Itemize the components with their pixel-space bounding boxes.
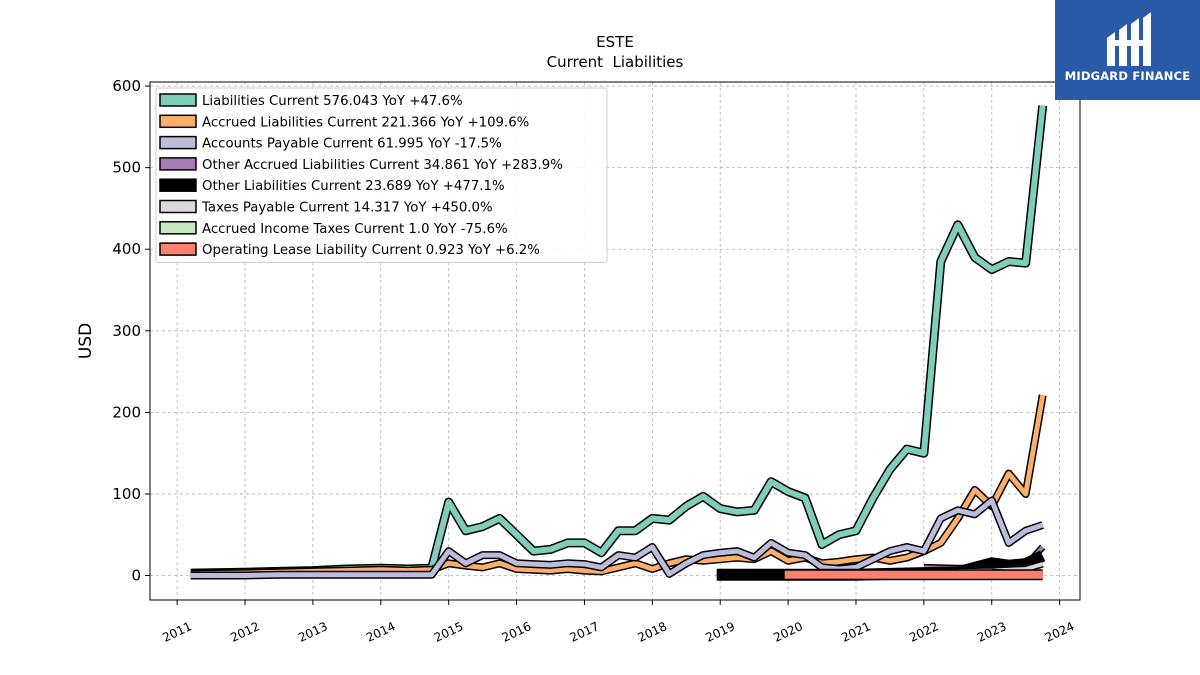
legend-label: Taxes Payable Current 14.317 YoY +450.0% [201, 201, 493, 216]
series-line [190, 498, 1044, 578]
x-tick-label: 2013 [296, 619, 330, 645]
x-tick-label: 2012 [228, 619, 262, 645]
y-tick-label: 0 [131, 567, 141, 585]
legend-swatch [159, 135, 197, 150]
legend-swatch [159, 178, 197, 192]
x-tick-label: 2023 [975, 619, 1009, 645]
x-tick-label: 2024 [1043, 619, 1077, 645]
x-tick-label: 2021 [839, 619, 873, 645]
legend-label: Other Accrued Liabilities Current 34.861… [202, 158, 563, 173]
logo-mark-icon [1107, 12, 1151, 66]
legend-label: Liabilities Current 576.043 YoY +47.6% [202, 94, 463, 109]
legend: Liabilities Current 576.043 YoY +47.6% Ac… [155, 87, 608, 263]
chart-title: ESTE [596, 33, 634, 51]
x-tick-label: 2022 [907, 619, 941, 645]
legend-swatch [159, 221, 197, 235]
legend-box [155, 87, 608, 263]
series-line [190, 105, 1046, 577]
legend-swatch [159, 93, 197, 107]
x-tick-label: 2014 [364, 619, 398, 645]
x-tick-label: 2019 [703, 619, 737, 645]
y-axis: 0 100 200 300 400 500 600 [112, 77, 150, 585]
legend-swatch [159, 114, 197, 129]
plot-frame [149, 81, 1081, 601]
brand-name: MIDGARD FINANCE [1064, 69, 1191, 83]
legend-label: Operating Lease Liability Current 0.923 … [202, 243, 540, 258]
x-tick-label: 2018 [636, 619, 670, 645]
x-tick-label: 2020 [771, 619, 805, 645]
series-0 [190, 105, 1048, 578]
x-tick-label: 2011 [160, 619, 194, 645]
x-tick-label: 2015 [432, 619, 466, 645]
y-tick-label: 400 [112, 240, 141, 258]
plot-area [190, 105, 1048, 581]
brand-logo: MIDGARD FINANCE [1055, 0, 1200, 100]
x-axis: 2011 2012 2013 2014 2015 2016 2017 2018 2019 2020… [160, 600, 1076, 645]
legend-label: Accrued Liabilities Current 221.366 YoY … [202, 115, 529, 130]
y-tick-label: 300 [112, 322, 141, 340]
series-2 [190, 496, 1044, 580]
x-tick-label: 2017 [568, 619, 602, 645]
x-tick-label: 2016 [500, 619, 534, 645]
legend-label: Other Liabilities Current 23.689 YoY +47… [202, 179, 505, 194]
chart-subtitle: Current Liabilities [547, 53, 684, 71]
y-tick-label: 200 [112, 403, 141, 421]
legend-label: Accounts Payable Current 61.995 YoY -17.… [202, 137, 502, 152]
legend-swatch [159, 242, 197, 256]
y-tick-label: 600 [112, 77, 141, 95]
legend-swatch [159, 199, 197, 214]
y-axis-label: USD [76, 323, 96, 359]
legend-label: Accrued Income Taxes Current 1.0 YoY -75… [202, 222, 508, 237]
legend-swatch [159, 157, 197, 171]
y-tick-label: 100 [112, 485, 141, 503]
y-tick-label: 500 [112, 159, 141, 177]
